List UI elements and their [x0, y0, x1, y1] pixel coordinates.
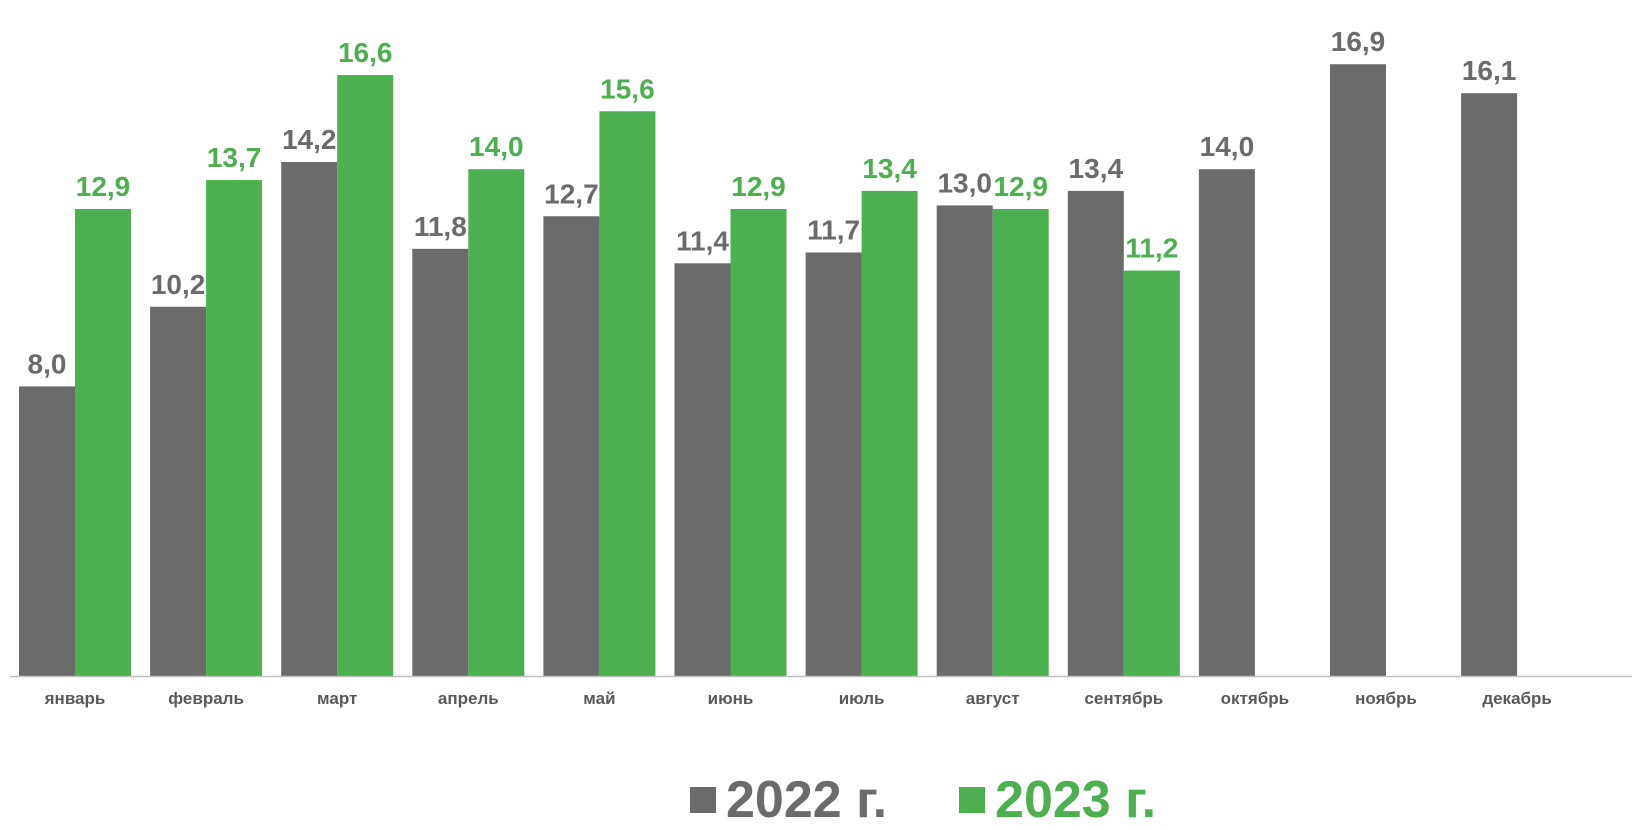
- bar-2022-7: [936, 205, 993, 676]
- category-label-3: апрель: [438, 689, 499, 708]
- bar-2023-8: [1123, 270, 1180, 676]
- legend-swatch-2023: [959, 787, 986, 813]
- data-label-2023-8: 11,2: [1125, 233, 1178, 264]
- legend-swatch-2022: [690, 787, 716, 813]
- bar-2022-6: [805, 252, 862, 676]
- bar-2022-10: [1330, 64, 1386, 677]
- category-label-10: ноябрь: [1355, 689, 1417, 708]
- data-label-2022-0: 8,0: [28, 348, 67, 379]
- data-label-2023-4: 15,6: [600, 73, 655, 104]
- data-label-2022-9: 14,0: [1200, 131, 1255, 162]
- bar-2022-9: [1198, 169, 1255, 676]
- category-label-9: октябрь: [1221, 689, 1289, 708]
- bar-2023-3: [468, 169, 525, 676]
- data-label-2022-6: 11,7: [807, 214, 860, 245]
- category-label-4: май: [583, 689, 615, 708]
- bar-2022-0: [19, 386, 75, 676]
- legend-label-2022: 2022 г.: [726, 771, 888, 829]
- bar-2023-6: [861, 190, 918, 677]
- category-label-0: январь: [44, 689, 106, 708]
- data-label-2022-1: 10,2: [151, 269, 206, 300]
- category-label-6: июль: [839, 689, 885, 708]
- bar-2023-7: [992, 209, 1049, 676]
- category-label-11: декабрь: [1482, 689, 1552, 708]
- bar-chart: 8,0 12,9 январь 10,2 13,7 февраль 14,2 16,6 март…: [10, 26, 1632, 708]
- legend-label-2023: 2023 г.: [995, 771, 1157, 829]
- bar-2022-11: [1461, 93, 1518, 677]
- data-label-2023-6: 13,4: [862, 153, 917, 184]
- data-label-2023-5: 12,9: [731, 171, 786, 202]
- data-label-2022-10: 16,9: [1331, 26, 1386, 57]
- data-label-2023-2: 16,6: [338, 37, 393, 68]
- data-label-2022-4: 12,7: [544, 178, 599, 209]
- bar-2022-5: [674, 263, 731, 676]
- data-label-2022-8: 13,4: [1069, 153, 1124, 184]
- category-label-2: март: [317, 689, 357, 708]
- category-label-8: сентябрь: [1084, 689, 1163, 708]
- category-label-1: февраль: [168, 689, 244, 708]
- legend-item-2022: 2022 г.: [690, 770, 887, 830]
- data-label-2023-0: 12,9: [76, 171, 131, 202]
- data-label-2023-7: 12,9: [993, 171, 1048, 202]
- bar-2023-4: [599, 111, 656, 676]
- legend-item-2023: 2023 г.: [959, 770, 1156, 830]
- legend: 2022 г. 2023 г.: [690, 770, 1228, 830]
- bar-2022-3: [412, 248, 469, 676]
- bar-2022-2: [281, 161, 338, 676]
- bar-2022-8: [1067, 190, 1124, 677]
- bar-2023-1: [206, 180, 263, 676]
- bar-2023-2: [337, 75, 394, 676]
- category-label-7: август: [966, 689, 1020, 708]
- data-label-2022-2: 14,2: [282, 124, 337, 155]
- data-label-2022-5: 11,4: [676, 225, 729, 256]
- data-label-2022-11: 16,1: [1462, 55, 1517, 86]
- data-label-2023-3: 14,0: [469, 131, 524, 162]
- bar-2023-0: [75, 209, 131, 676]
- data-label-2022-3: 11,8: [414, 211, 467, 242]
- bar-2022-4: [543, 216, 600, 676]
- category-label-5: июнь: [708, 689, 754, 708]
- data-label-2022-7: 13,0: [937, 167, 992, 198]
- bar-2023-5: [730, 209, 787, 676]
- bar-2022-1: [150, 306, 207, 676]
- data-label-2023-1: 13,7: [207, 142, 262, 173]
